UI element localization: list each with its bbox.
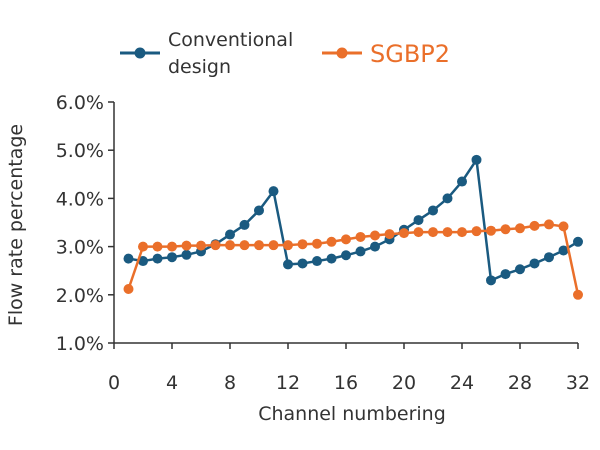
data-point-sgbp2: [167, 241, 177, 252]
data-point-conventional: [123, 253, 134, 264]
y-axis-title: Flow rate percentage: [5, 124, 27, 326]
x-axis-title: Channel numbering: [258, 403, 446, 425]
legend-item-sgbp2: SGBP2: [322, 40, 450, 68]
data-point-sgbp2: [413, 227, 424, 238]
data-point-conventional: [152, 253, 163, 264]
data-point-conventional: [370, 241, 380, 252]
data-point-conventional: [239, 219, 250, 230]
data-point-conventional: [529, 258, 540, 269]
data-point-sgbp2: [268, 240, 279, 251]
data-point-sgbp2: [500, 224, 511, 235]
data-point-sgbp2: [457, 227, 467, 238]
data-point-sgbp2: [399, 228, 409, 239]
x-tick-label: 4: [166, 372, 178, 394]
data-point-conventional: [268, 186, 279, 197]
data-point-conventional: [181, 249, 192, 260]
data-point-sgbp2: [370, 230, 380, 241]
x-tick-label: 12: [276, 372, 300, 394]
data-point-sgbp2: [544, 219, 554, 230]
data-point-conventional: [312, 256, 322, 267]
data-point-conventional: [167, 252, 177, 263]
data-point-sgbp2: [138, 241, 148, 252]
data-point-sgbp2: [326, 236, 337, 247]
x-tick-label: 20: [392, 372, 416, 394]
x-tick-label: 8: [224, 372, 236, 394]
data-point-conventional: [457, 176, 467, 187]
data-point-sgbp2: [283, 240, 293, 251]
data-point-sgbp2: [152, 241, 163, 252]
data-point-sgbp2: [210, 240, 221, 251]
data-point-conventional: [544, 252, 554, 263]
x-tick-label: 16: [334, 372, 358, 394]
data-point-sgbp2: [529, 220, 540, 231]
legend-marker-conventional: [134, 47, 146, 59]
data-point-sgbp2: [254, 240, 264, 251]
legend-marker-sgbp2: [336, 47, 348, 59]
series-layer: [123, 154, 583, 300]
data-point-conventional: [413, 215, 424, 226]
data-point-conventional: [225, 229, 235, 240]
data-point-conventional: [500, 269, 511, 280]
x-ticks: 0 4 8 12 16 20 24 28 32: [108, 343, 590, 394]
y-tick-label: 1.0%: [56, 333, 104, 355]
series-line-sgbp2: [127, 223, 580, 296]
data-point-sgbp2: [355, 231, 366, 242]
data-point-sgbp2: [442, 227, 453, 238]
data-point-sgbp2: [196, 240, 206, 251]
legend-label-sgbp2: SGBP2: [370, 40, 450, 68]
legend-label-conventional-line2: design: [168, 56, 231, 78]
data-point-sgbp2: [312, 238, 322, 249]
legend: Conventional design SGBP2: [120, 29, 450, 78]
y-tick-label: 5.0%: [56, 140, 104, 162]
data-point-sgbp2: [471, 226, 482, 237]
x-tick-label: 28: [508, 372, 532, 394]
y-tick-label: 6.0%: [56, 92, 104, 114]
data-point-conventional: [355, 246, 366, 257]
data-point-sgbp2: [181, 240, 192, 251]
data-point-sgbp2: [428, 227, 438, 238]
data-point-conventional: [283, 259, 293, 270]
data-point-sgbp2: [558, 221, 569, 232]
legend-item-conventional: Conventional design: [120, 29, 293, 78]
data-point-conventional: [573, 236, 583, 247]
data-point-conventional: [341, 250, 351, 261]
x-tick-label: 24: [450, 372, 474, 394]
legend-label-conventional-line1: Conventional: [168, 29, 293, 51]
x-tick-label: 0: [108, 372, 120, 394]
y-tick-label: 2.0%: [56, 285, 104, 307]
data-point-conventional: [486, 275, 496, 286]
data-point-sgbp2: [515, 223, 525, 234]
data-point-sgbp2: [225, 240, 235, 251]
data-point-conventional: [254, 205, 264, 216]
data-point-sgbp2: [341, 234, 351, 245]
data-point-sgbp2: [486, 225, 496, 236]
series-sgbp2: [123, 219, 583, 300]
x-tick-label: 32: [566, 372, 590, 394]
data-point-sgbp2: [573, 289, 583, 300]
y-ticks: 1.0% 2.0% 3.0% 4.0% 5.0% 6.0%: [56, 92, 114, 355]
data-point-sgbp2: [384, 229, 395, 240]
y-tick-label: 4.0%: [56, 188, 104, 210]
data-point-sgbp2: [123, 284, 134, 295]
data-point-conventional: [558, 245, 569, 256]
series-line-conventional: [128, 158, 579, 282]
y-tick-label: 3.0%: [56, 237, 104, 259]
data-point-conventional: [515, 264, 525, 275]
data-point-sgbp2: [297, 239, 308, 250]
data-point-sgbp2: [239, 240, 250, 251]
data-point-conventional: [471, 154, 482, 165]
data-point-conventional: [326, 253, 337, 264]
data-point-conventional: [442, 193, 453, 204]
data-point-conventional: [138, 256, 148, 267]
series-conventional: [123, 154, 583, 286]
data-point-conventional: [428, 205, 438, 216]
data-point-conventional: [297, 258, 308, 269]
